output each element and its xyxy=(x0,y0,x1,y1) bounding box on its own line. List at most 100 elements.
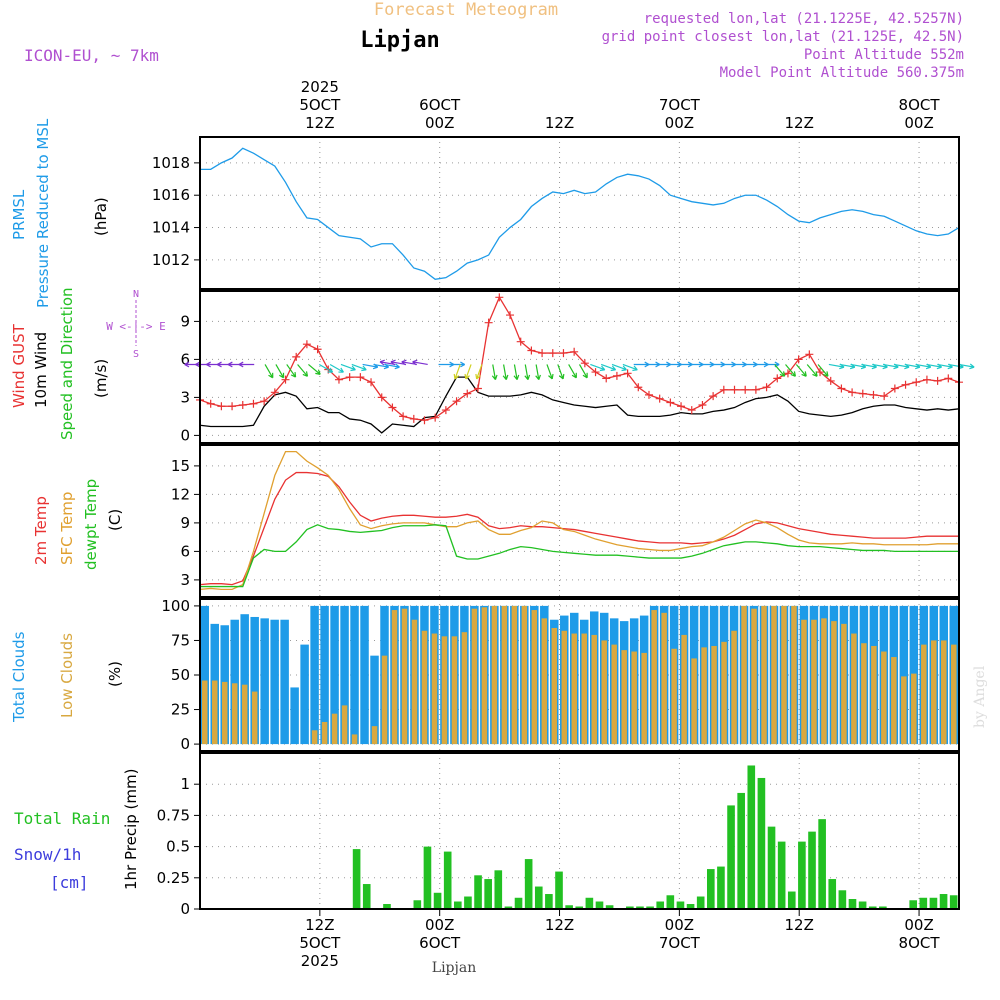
total-cloud-bar xyxy=(340,605,349,745)
y-tick-label: 1012 xyxy=(152,251,190,269)
wind-gust-point xyxy=(260,397,269,406)
rain-bar xyxy=(413,900,422,909)
temp-dewpt-line xyxy=(200,524,959,588)
rain-bar xyxy=(443,851,452,909)
rain-bar xyxy=(433,892,442,909)
pressure-unit: (hPa) xyxy=(92,197,110,236)
low-cloud-bar xyxy=(381,655,388,745)
total-cloud-bar xyxy=(320,605,329,745)
total-cloud-bar xyxy=(360,605,369,745)
rain-bar xyxy=(464,896,472,909)
low-cloud-bar xyxy=(951,644,957,745)
wind-gust-point xyxy=(698,401,707,409)
low-cloud-bar xyxy=(901,676,907,745)
low-cloud-bar xyxy=(621,650,627,745)
rain-bar xyxy=(838,890,847,909)
temp-frame xyxy=(199,444,960,598)
wind-gust-point xyxy=(516,337,525,346)
rain-bar xyxy=(949,895,958,909)
low-cloud-bar xyxy=(251,691,258,745)
bottom-time-label: 12Z xyxy=(305,916,334,934)
meteogram-title: Forecast Meteogram xyxy=(374,0,558,20)
clouds-panel: 0 25 50 75 100 xyxy=(161,597,960,753)
rain-bar xyxy=(494,870,503,909)
total-cloud-bar xyxy=(899,605,909,745)
total-cloud-bar xyxy=(300,644,309,745)
low-cloud-bar xyxy=(241,684,248,745)
wind-gust-point xyxy=(356,373,365,382)
low-cloud-bar xyxy=(771,605,777,745)
top-time-label: 00Z xyxy=(425,114,454,132)
y-tick-label: 1016 xyxy=(152,186,190,204)
wind-gust-point xyxy=(313,345,322,354)
low-cloud-bar xyxy=(691,658,697,745)
wind-direction-arrow xyxy=(611,363,627,372)
low-cloud-bar xyxy=(671,648,677,745)
clouds-label-total: Total Clouds xyxy=(10,631,28,723)
wind-direction-arrow xyxy=(817,364,829,377)
rain-bar xyxy=(808,831,816,909)
rain-bar xyxy=(514,897,523,909)
rain-bar xyxy=(929,897,938,909)
total-cloud-bar xyxy=(350,605,359,745)
wind-frame xyxy=(199,290,960,444)
compass-n: N xyxy=(133,289,139,300)
y-tick-label: 25 xyxy=(171,701,190,719)
wind-gust-point xyxy=(773,374,782,383)
wind-speed-line xyxy=(199,376,960,434)
rain-bar xyxy=(626,906,634,909)
wind-direction-arrow xyxy=(546,364,554,380)
rain-bar xyxy=(686,904,695,909)
rain-bar xyxy=(423,846,432,909)
wind-gust-point xyxy=(880,392,889,401)
wind-gust-point xyxy=(452,397,461,406)
model-point-altitude: Model Point Altitude 560.375m xyxy=(720,65,964,81)
rain-bar xyxy=(818,819,826,909)
temp-label-2m: 2m Temp xyxy=(32,496,50,565)
y-tick-label: 9 xyxy=(180,514,190,532)
rain-bar xyxy=(717,866,725,909)
total-cloud-bar xyxy=(250,616,259,745)
low-cloud-bar xyxy=(931,640,937,745)
wind-gust-point xyxy=(655,394,664,403)
wind-gust-point xyxy=(217,402,226,411)
bottom-time-label: 2025 xyxy=(301,952,339,970)
temp-2m-line xyxy=(199,471,959,586)
wind-gust-line xyxy=(199,295,960,421)
rain-bar xyxy=(727,805,735,909)
wind-unit: (m/s) xyxy=(92,359,110,398)
top-time-label: 12Z xyxy=(305,114,334,132)
wind-direction-arrow xyxy=(557,364,565,380)
total-cloud-bar xyxy=(260,618,269,745)
precip-label-snow: Snow/1h xyxy=(14,845,81,864)
low-cloud-bar xyxy=(821,618,827,745)
wind-gust-point xyxy=(580,359,589,368)
wind-direction-arrow xyxy=(340,363,356,372)
low-cloud-bar xyxy=(681,634,687,745)
top-time-label: 5OCT xyxy=(299,96,341,114)
wind-direction-arrow xyxy=(449,361,466,368)
wind-direction-arrow xyxy=(329,363,344,373)
wind-gust-point xyxy=(869,390,878,399)
wind-gust-point xyxy=(570,347,579,356)
low-cloud-bar xyxy=(471,608,478,745)
low-cloud-bar xyxy=(751,608,757,745)
low-cloud-bar xyxy=(401,608,408,745)
wind-gust-point xyxy=(463,389,472,398)
wind-direction-arrow xyxy=(958,363,975,370)
rain-bar xyxy=(595,901,604,909)
low-cloud-bar xyxy=(761,605,767,745)
low-cloud-bar xyxy=(601,640,607,745)
wind-label-gust: Wind GUST xyxy=(10,323,28,408)
wind-gust-point xyxy=(816,368,825,377)
wind-gust-point xyxy=(944,374,953,383)
wind-gust-point xyxy=(409,414,418,423)
wind-gust-point xyxy=(623,369,632,378)
top-time-label: 8OCT xyxy=(899,96,941,114)
wind-gust-point xyxy=(848,388,857,397)
rain-bar xyxy=(352,849,361,909)
wind-gust-point xyxy=(602,374,611,383)
low-cloud-bar xyxy=(611,644,617,745)
low-cloud-bar xyxy=(211,680,218,745)
